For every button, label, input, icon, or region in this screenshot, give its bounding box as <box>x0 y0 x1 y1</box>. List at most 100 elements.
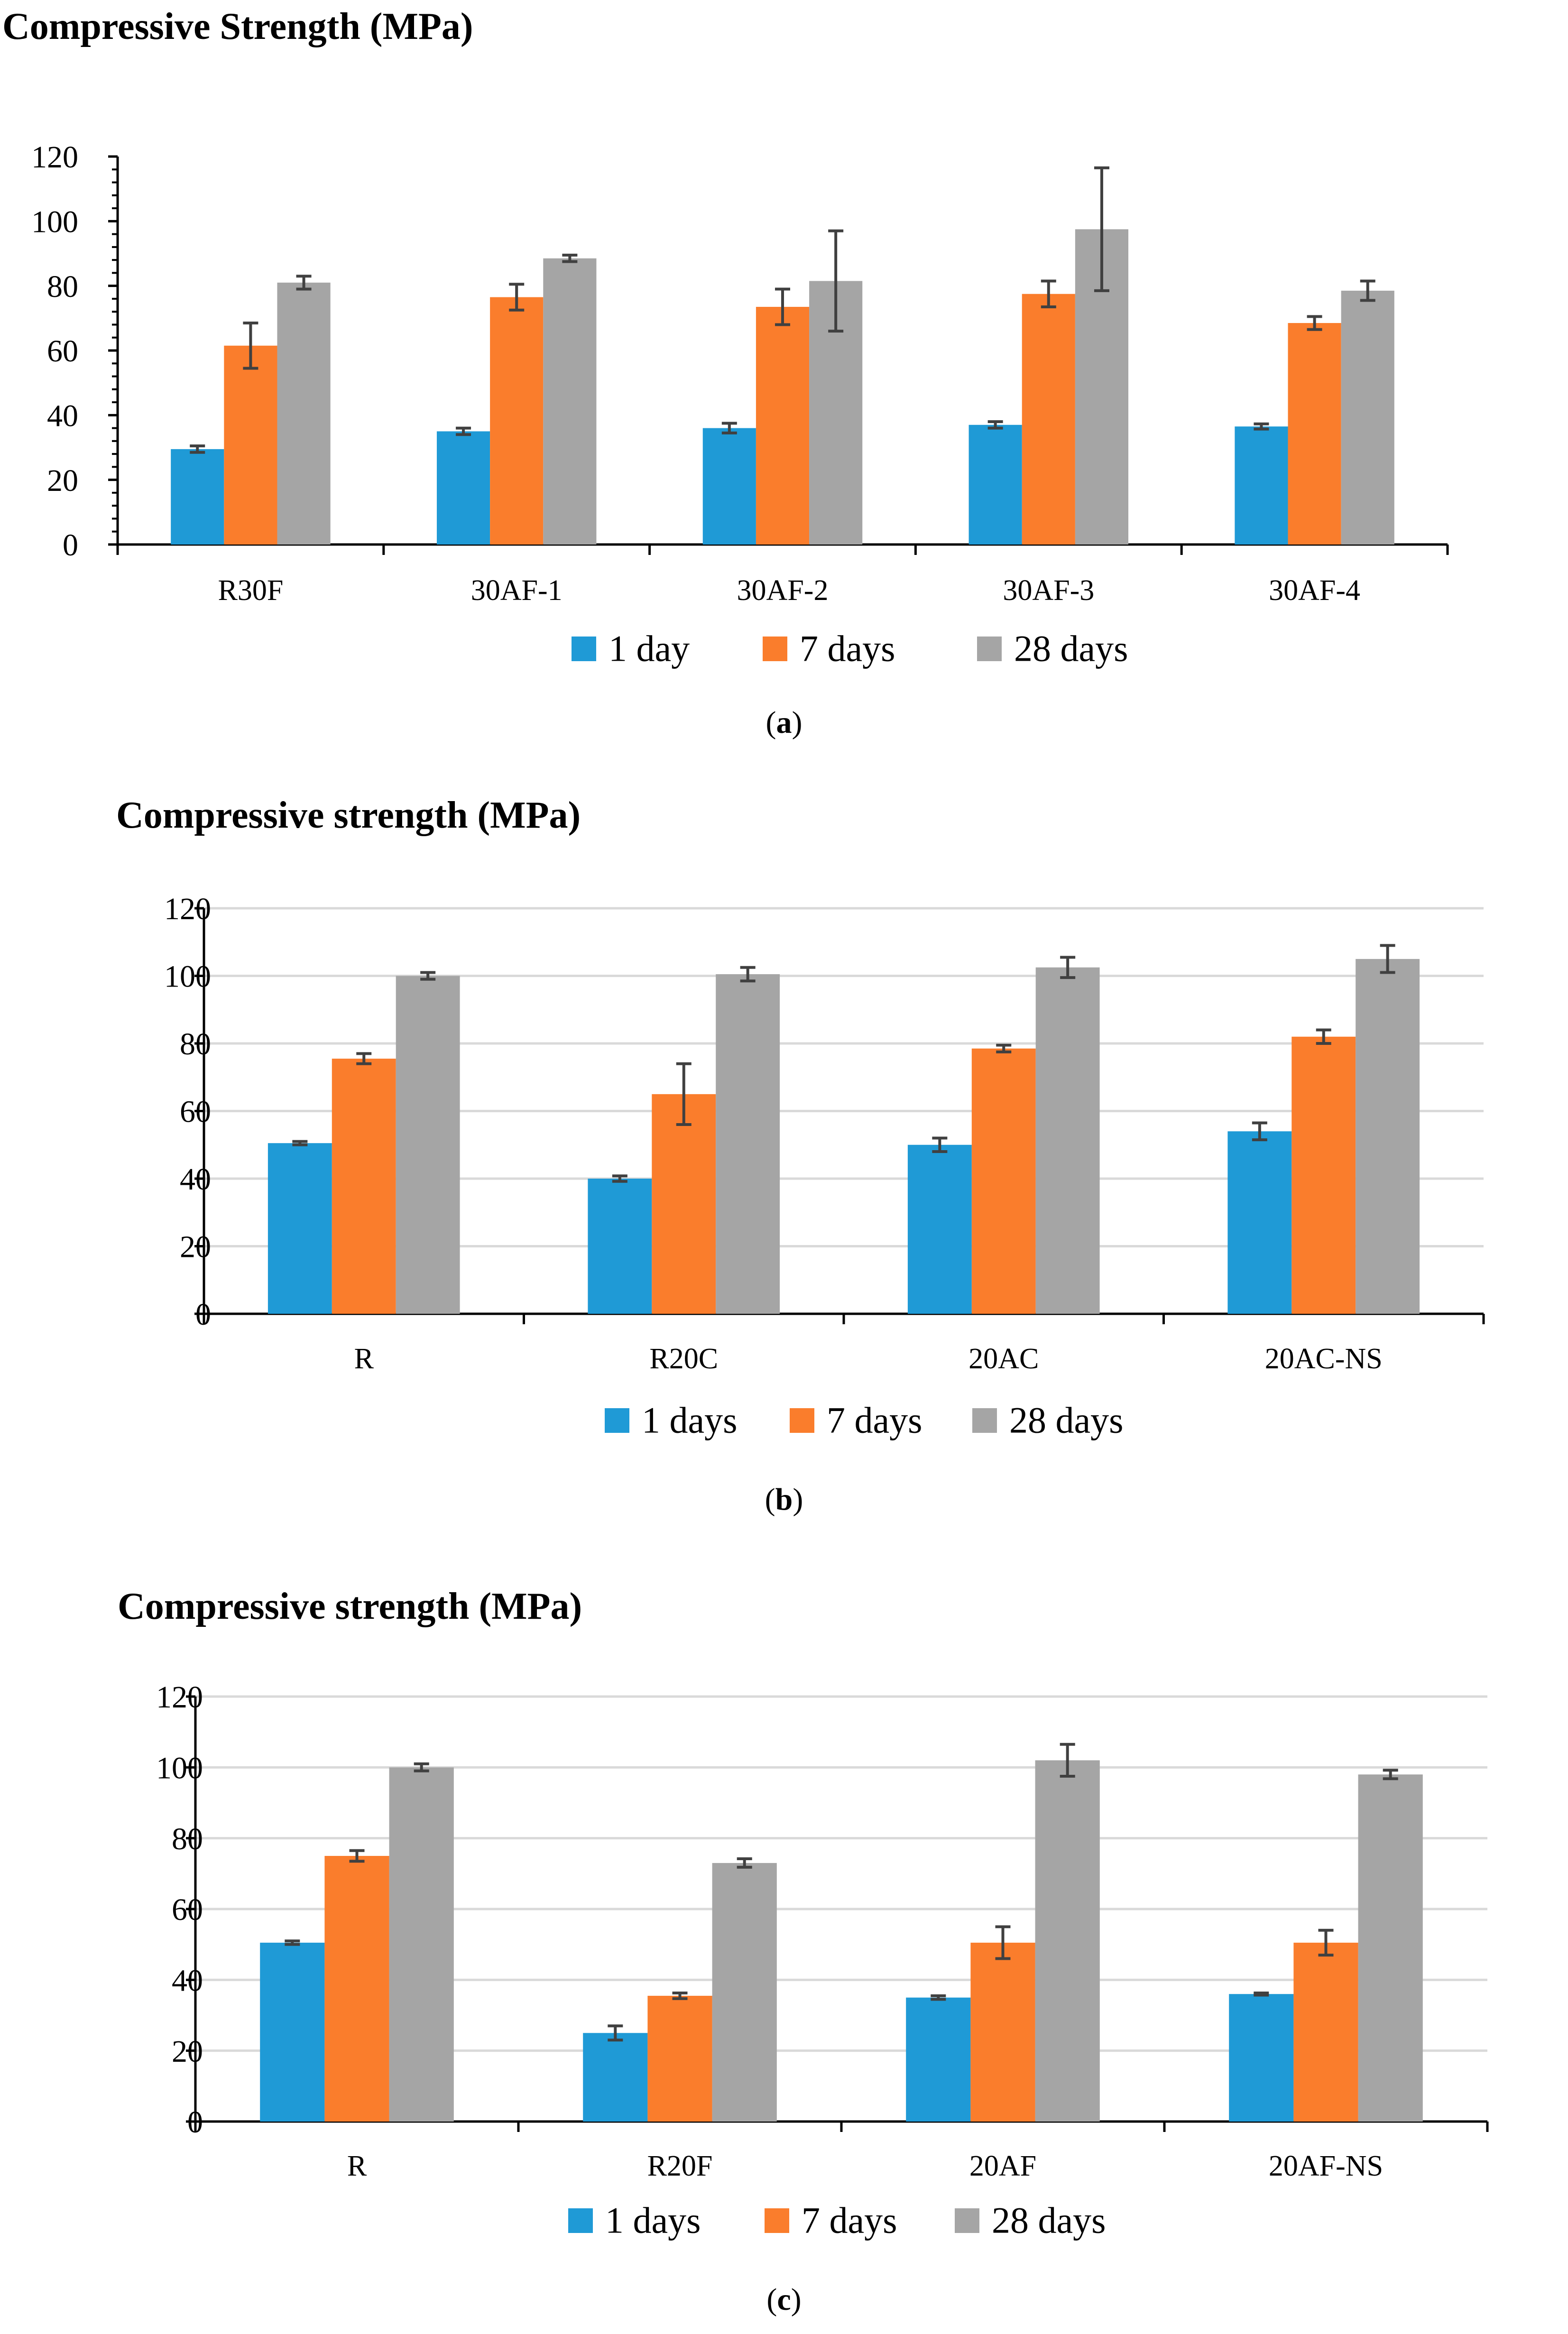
bar <box>324 1856 389 2122</box>
caption-open-paren: ( <box>766 705 776 740</box>
bar <box>583 2033 648 2122</box>
x-category-label: 30AF-1 <box>471 574 563 607</box>
panel-caption: (c) <box>766 2282 801 2317</box>
bar <box>647 1995 712 2122</box>
bar <box>716 974 780 1314</box>
bar <box>224 345 277 544</box>
y-tick-label: 40 <box>47 398 78 433</box>
caption-open-paren: ( <box>766 2282 777 2317</box>
bar <box>171 449 224 544</box>
x-category-label: R20C <box>649 1343 718 1375</box>
bar <box>702 428 756 544</box>
bar <box>906 1997 971 2122</box>
y-tick-label: 100 <box>31 204 78 239</box>
bar <box>1022 294 1075 544</box>
x-category-label: 30AF-2 <box>737 574 829 607</box>
y-tick-label: 60 <box>47 334 78 369</box>
x-category-label: R20F <box>647 2150 713 2182</box>
bar <box>652 1094 716 1314</box>
bar <box>756 306 810 544</box>
chart-title: Compressive Strength (MPa) <box>2 6 473 47</box>
bar <box>1293 1942 1358 2122</box>
bar <box>277 282 331 544</box>
x-category-label: R <box>354 1343 374 1375</box>
y-tick-label: 60 <box>180 1095 211 1129</box>
legend-label: 28 days <box>1009 1400 1123 1441</box>
bar <box>971 1048 1036 1314</box>
bar <box>907 1144 972 1314</box>
legend-swatch <box>763 637 787 661</box>
y-tick-label: 120 <box>156 1680 203 1715</box>
bar <box>1035 967 1100 1314</box>
caption-letter: c <box>777 2282 791 2317</box>
chart-title: Compressive strength (MPa) <box>118 1586 582 1627</box>
bar <box>1035 1760 1100 2122</box>
bar <box>1341 290 1394 544</box>
legend-label: 7 days <box>800 628 895 669</box>
bar <box>389 1767 454 2122</box>
chart-title: Compressive strength (MPa) <box>116 794 581 836</box>
x-category-label: 30AF-4 <box>1269 574 1360 607</box>
caption-letter: a <box>776 705 792 740</box>
bar <box>968 424 1022 544</box>
bar <box>1227 1131 1292 1314</box>
chart-panel-c: Compressive strength (MPa)02040608010012… <box>118 1586 1489 2317</box>
y-tick-label: 120 <box>31 140 78 175</box>
bar <box>267 1143 332 1314</box>
bar <box>1235 426 1288 544</box>
caption-close-paren: ) <box>791 2282 802 2317</box>
legend-swatch <box>572 637 596 661</box>
y-tick-label: 120 <box>164 892 211 926</box>
y-tick-label: 100 <box>164 959 211 994</box>
legend-swatch <box>605 1408 629 1433</box>
y-tick-label: 40 <box>172 1963 203 1998</box>
y-tick-label: 40 <box>180 1162 211 1197</box>
x-category-label: R30F <box>218 574 283 607</box>
legend-label: 1 day <box>609 628 690 669</box>
legend-swatch <box>568 2208 593 2233</box>
y-tick-label: 0 <box>63 528 78 563</box>
y-tick-label: 80 <box>180 1027 211 1061</box>
y-tick-label: 20 <box>180 1230 211 1264</box>
y-tick-label: 80 <box>172 1822 203 1856</box>
bar <box>1358 1774 1423 2122</box>
bar <box>436 431 490 544</box>
legend-label: 1 days <box>605 2200 701 2241</box>
caption-close-paren: ) <box>793 1482 803 1517</box>
bar <box>332 1059 396 1314</box>
legend-label: 28 days <box>1014 628 1128 669</box>
bar <box>1288 323 1341 544</box>
y-tick-label: 60 <box>172 1892 203 1927</box>
x-category-label: 20AC <box>968 1343 1039 1375</box>
x-category-label: 20AC-NS <box>1265 1343 1383 1375</box>
bar <box>970 1942 1035 2122</box>
bar <box>1356 959 1420 1314</box>
legend-label: 7 days <box>827 1400 922 1441</box>
bar <box>396 976 460 1314</box>
bar <box>712 1863 777 2122</box>
caption-close-paren: ) <box>792 705 802 740</box>
caption-open-paren: ( <box>765 1482 775 1517</box>
bar <box>588 1179 652 1314</box>
x-category-label: 20AF-NS <box>1269 2150 1383 2182</box>
caption-letter: b <box>775 1482 793 1517</box>
panel-caption: (a) <box>766 705 802 740</box>
x-category-label: 20AF <box>969 2150 1036 2182</box>
legend-swatch <box>765 2208 789 2233</box>
legend-swatch <box>977 637 1002 661</box>
legend-label: 28 days <box>992 2200 1106 2241</box>
y-tick-label: 20 <box>47 463 78 498</box>
legend-label: 7 days <box>802 2200 897 2241</box>
x-category-label: 30AF-3 <box>1003 574 1094 607</box>
legend-swatch <box>955 2208 979 2233</box>
bar <box>1291 1036 1356 1314</box>
bar <box>490 297 544 544</box>
bar <box>260 1942 325 2122</box>
x-category-label: R <box>347 2150 367 2182</box>
chart-panel-a: Compressive Strength (MPa) 0 20 40 60 80 100 12… <box>2 6 1449 740</box>
chart-panel-b: Compressive strength (MPa)02040608010012… <box>116 794 1485 1517</box>
legend-label: 1 days <box>642 1400 737 1441</box>
y-tick-label: 100 <box>156 1751 203 1785</box>
bar <box>543 258 597 544</box>
